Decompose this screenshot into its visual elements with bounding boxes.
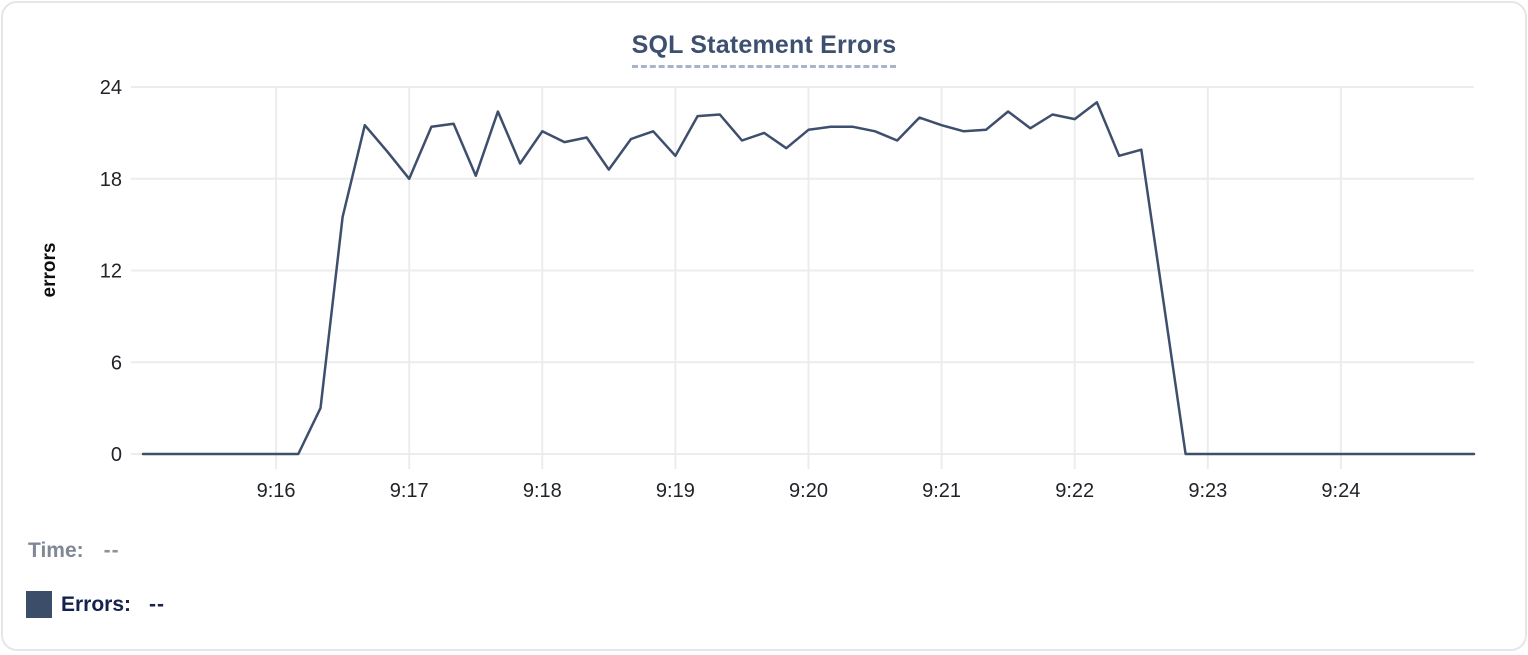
errors-series-swatch [26, 591, 52, 618]
chart-header: SQL Statement Errors [3, 31, 1525, 68]
x-tick-label: 9:21 [922, 480, 961, 502]
legend-item-errors[interactable]: Errors: -- [26, 591, 165, 618]
x-tick-label: 9:22 [1055, 480, 1094, 502]
y-tick-label: 12 [100, 261, 122, 283]
errors-series-line [141, 101, 1476, 456]
readout-time-row: Time: -- [28, 539, 120, 563]
y-tick-label: 6 [111, 352, 122, 374]
x-tick-label: 9:20 [789, 480, 828, 502]
errors-line-chart[interactable]: 0 6 12 18 24 9:16 9:17 9:18 9:19 9:20 9:21 9:22 9:23… [3, 3, 1528, 655]
x-tick-label: 9:19 [656, 480, 695, 502]
x-tick-label: 9:18 [523, 480, 562, 502]
readout-errors-label: Errors: [61, 592, 132, 616]
y-tick-label: 0 [111, 444, 122, 466]
y-tick-label: 18 [100, 169, 122, 191]
x-tick-label: 9:17 [390, 480, 429, 502]
y-tick-label: 24 [100, 77, 122, 99]
x-tick-label: 9:23 [1188, 480, 1227, 502]
readout-time-value: -- [103, 539, 120, 562]
x-tick-label: 9:24 [1321, 480, 1360, 502]
x-tick-label: 9:16 [257, 480, 296, 502]
readout-errors-value: -- [149, 592, 166, 616]
chart-title[interactable]: SQL Statement Errors [631, 31, 897, 68]
readout-time-label: Time: [28, 539, 84, 562]
